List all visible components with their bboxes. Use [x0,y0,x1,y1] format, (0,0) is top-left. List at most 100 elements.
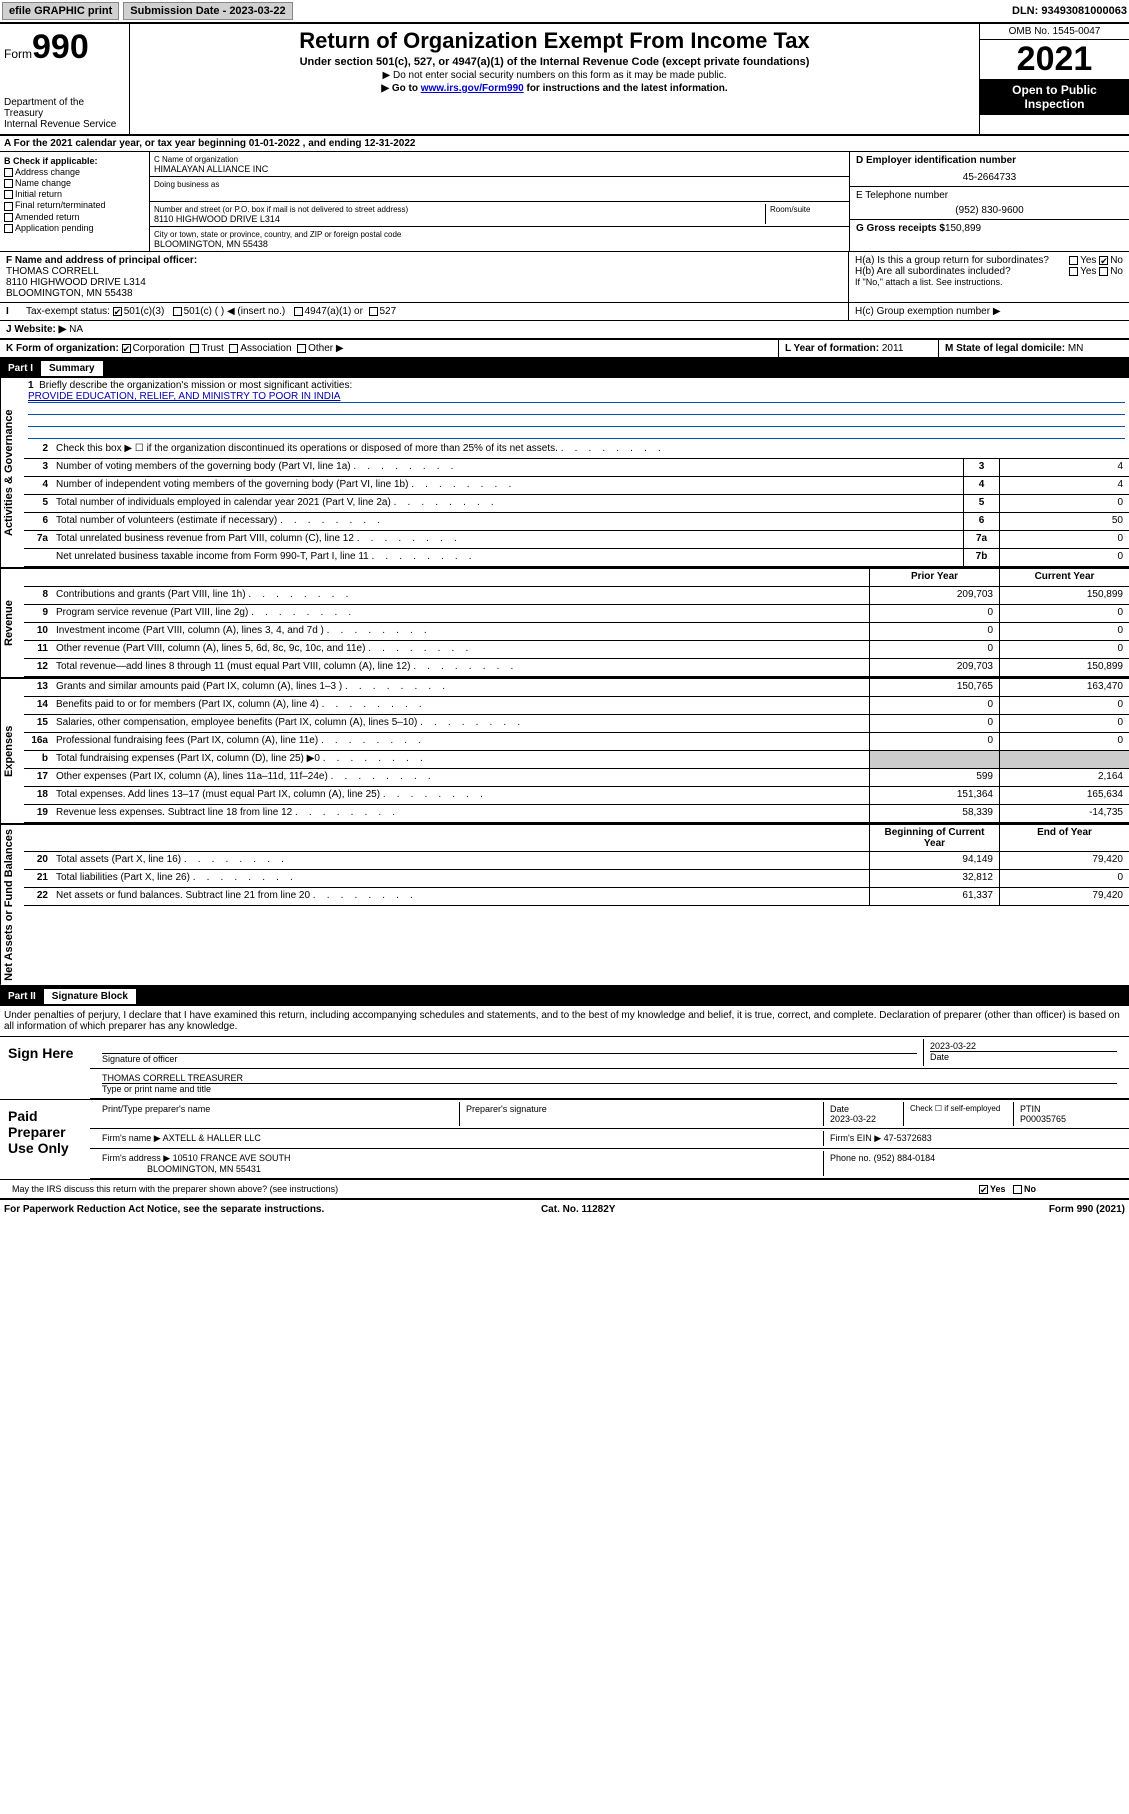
table-row: 18Total expenses. Add lines 13–17 (must … [24,787,1129,805]
dln-label: DLN: 93493081000063 [1012,5,1127,17]
chk-app-pending[interactable] [4,224,13,233]
table-row: Net unrelated business taxable income fr… [24,549,1129,567]
firm-addr: 10510 FRANCE AVE SOUTH [173,1153,291,1163]
chk-hb-no[interactable] [1099,267,1108,276]
vtab-revenue: Revenue [0,569,24,677]
table-row: 11Other revenue (Part VIII, column (A), … [24,641,1129,659]
table-row: 12Total revenue—add lines 8 through 11 (… [24,659,1129,677]
chk-amended[interactable] [4,213,13,222]
netassets-section: Net Assets or Fund Balances Beginning of… [0,825,1129,987]
table-row: 8Contributions and grants (Part VIII, li… [24,587,1129,605]
form-ref: Form 990 (2021) [1049,1204,1125,1215]
efile-print-button[interactable]: efile GRAPHIC print [2,2,119,20]
irs-link[interactable]: www.irs.gov/Form990 [421,83,524,94]
officer-name-title: THOMAS CORRELL TREASURER [102,1073,243,1083]
officer-addr2: BLOOMINGTON, MN 55438 [6,288,133,299]
table-row: 2Check this box ▶ ☐ if the organization … [24,441,1129,459]
officer-name: THOMAS CORRELL [6,266,99,277]
table-row: 13Grants and similar amounts paid (Part … [24,679,1129,697]
table-row: 6Total number of volunteers (estimate if… [24,513,1129,531]
chk-corp[interactable] [122,344,131,353]
sig-date: 2023-03-22 [930,1041,976,1051]
omb-number: OMB No. 1545-0047 [980,24,1129,40]
chk-trust[interactable] [190,344,199,353]
ein-value: 45-2664733 [856,172,1123,183]
chk-other[interactable] [297,344,306,353]
ssn-warning: ▶ Do not enter social security numbers o… [138,70,971,81]
table-row: 14Benefits paid to or for members (Part … [24,697,1129,715]
table-row: 9Program service revenue (Part VIII, lin… [24,605,1129,623]
table-row: 4Number of independent voting members of… [24,477,1129,495]
sign-here-row: Sign Here Signature of officer 2023-03-2… [0,1037,1129,1100]
telephone: (952) 830-9600 [856,205,1123,216]
row-j: J Website: ▶ NA [0,321,1129,340]
chk-ha-yes[interactable] [1069,256,1078,265]
chk-address-change[interactable] [4,168,13,177]
column-c: C Name of organizationHIMALAYAN ALLIANCE… [150,152,849,251]
year-formation: 2011 [882,343,904,354]
form-header: Form990 Department of the Treasury Inter… [0,24,1129,136]
chk-hb-yes[interactable] [1069,267,1078,276]
chk-final-return[interactable] [4,202,13,211]
chk-discuss-no[interactable] [1013,1185,1022,1194]
legal-domicile: MN [1068,343,1084,354]
form-number: Form990 [4,28,125,67]
table-row: 10Investment income (Part VIII, column (… [24,623,1129,641]
chk-assoc[interactable] [229,344,238,353]
table-row: bTotal fundraising expenses (Part IX, co… [24,751,1129,769]
open-inspection-badge: Open to Public Inspection [980,79,1129,115]
paid-preparer-row: Paid Preparer Use Only Print/Type prepar… [0,1100,1129,1180]
officer-addr1: 8110 HIGHWOOD DRIVE L314 [6,277,146,288]
chk-initial-return[interactable] [4,190,13,199]
identity-block: B Check if applicable: Address change Na… [0,152,1129,252]
gross-receipts: 150,899 [945,223,981,234]
chk-4947[interactable] [294,307,303,316]
part1-header: Part I Summary [0,359,1129,378]
table-row: 17Other expenses (Part IX, column (A), l… [24,769,1129,787]
vtab-expenses: Expenses [0,679,24,823]
table-row: 15Salaries, other compensation, employee… [24,715,1129,733]
prep-date: 2023-03-22 [830,1114,876,1124]
table-row: 19Revenue less expenses. Subtract line 1… [24,805,1129,823]
table-row: 22Net assets or fund balances. Subtract … [24,888,1129,906]
table-row: 20Total assets (Part X, line 16)94,14979… [24,852,1129,870]
cat-no: Cat. No. 11282Y [541,1204,615,1215]
table-row: 7aTotal unrelated business revenue from … [24,531,1129,549]
chk-501c[interactable] [173,307,182,316]
column-b-checkboxes: B Check if applicable: Address change Na… [0,152,150,251]
firm-phone: (952) 884-0184 [874,1153,936,1163]
org-street: 8110 HIGHWOOD DRIVE L314 [154,214,280,224]
submission-date-button[interactable]: Submission Date - 2023-03-22 [123,2,292,20]
goto-link-line: ▶ Go to www.irs.gov/Form990 for instruct… [138,83,971,94]
signature-intro: Under penalties of perjury, I declare th… [0,1006,1129,1037]
column-d-g: D Employer identification number45-26647… [849,152,1129,251]
dept-label: Department of the Treasury [4,97,125,119]
org-name: HIMALAYAN ALLIANCE INC [154,164,268,174]
table-row: 16aProfessional fundraising fees (Part I… [24,733,1129,751]
vtab-governance: Activities & Governance [0,378,24,567]
part2-header: Part II Signature Block [0,987,1129,1006]
row-f-h: F Name and address of principal officer:… [0,252,1129,303]
table-row: 5Total number of individuals employed in… [24,495,1129,513]
chk-501c3[interactable] [113,307,122,316]
row-k-l-m: K Form of organization: Corporation Trus… [0,340,1129,359]
chk-527[interactable] [369,307,378,316]
tax-year: 2021 [980,40,1129,79]
chk-discuss-yes[interactable] [979,1185,988,1194]
table-row: 21Total liabilities (Part X, line 26)32,… [24,870,1129,888]
chk-ha-no[interactable] [1099,256,1108,265]
expenses-section: Expenses 13Grants and similar amounts pa… [0,679,1129,825]
org-city: BLOOMINGTON, MN 55438 [154,239,268,249]
ptin: P00035765 [1020,1114,1066,1124]
mission-text: PROVIDE EDUCATION, RELIEF, AND MINISTRY … [28,391,1125,403]
discuss-row: May the IRS discuss this return with the… [0,1180,1129,1200]
governance-section: Activities & Governance 1 Briefly descri… [0,378,1129,569]
table-row: 3Number of voting members of the governi… [24,459,1129,477]
irs-label: Internal Revenue Service [4,119,125,130]
row-i-j: I Tax-exempt status: 501(c)(3) 501(c) ( … [0,303,1129,321]
website-value: NA [69,324,83,335]
form-subtitle: Under section 501(c), 527, or 4947(a)(1)… [138,56,971,68]
chk-name-change[interactable] [4,179,13,188]
row-a-period: A For the 2021 calendar year, or tax yea… [0,136,1129,152]
form-title: Return of Organization Exempt From Incom… [138,28,971,54]
